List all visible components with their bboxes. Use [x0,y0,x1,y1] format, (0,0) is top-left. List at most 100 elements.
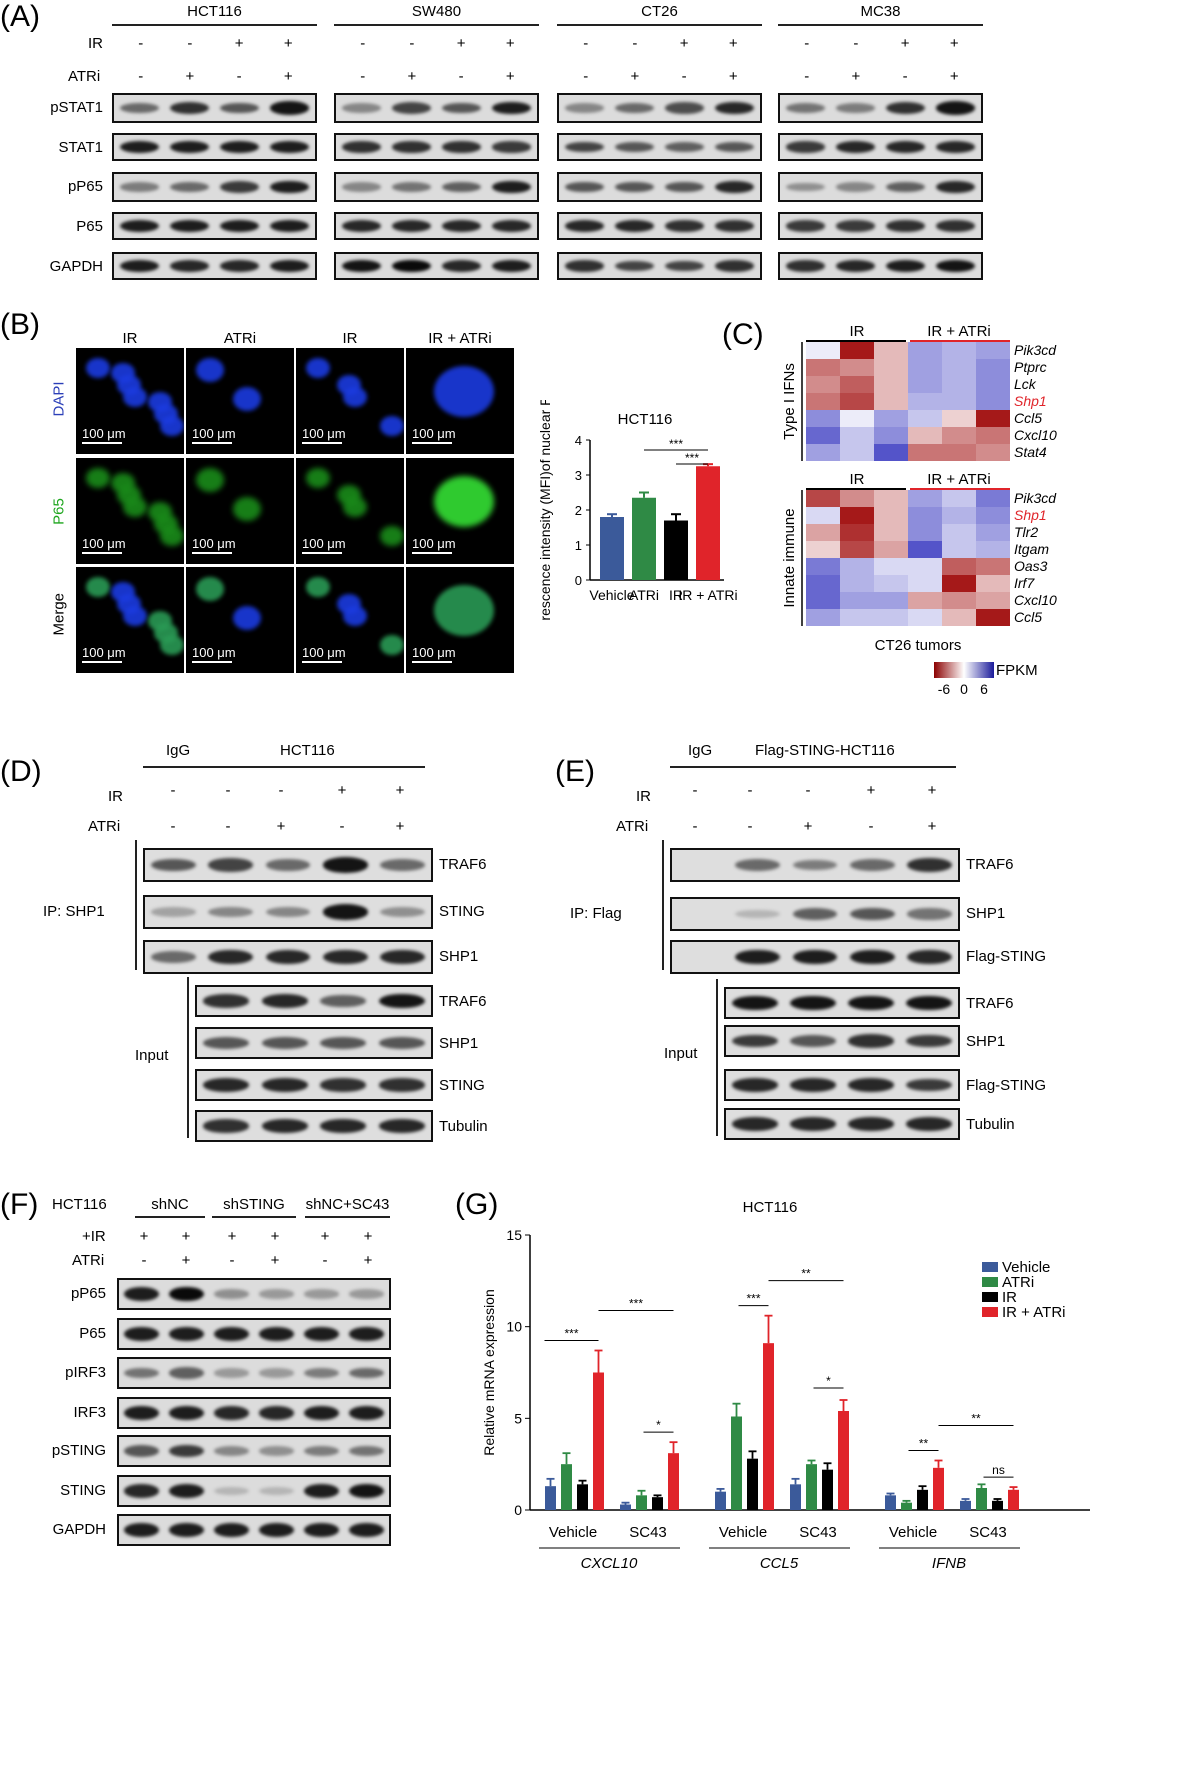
blot-band [123,1367,160,1379]
heatmap-cell [942,541,976,558]
heatmap-cell [908,558,942,575]
blot-band [665,220,705,232]
ir-sign: - [138,35,144,52]
blot-band [123,1445,160,1457]
gene-label-Stat4: Stat4 [1014,444,1047,460]
group-label-shSTING: shSTING [223,1196,285,1213]
heatmap-cell [908,490,942,507]
blot-P65 [778,212,983,240]
scale-label: 100 μm [192,536,236,551]
cell-nucleus [380,526,404,547]
heatmap-cell [976,575,1010,592]
atri-sign: - [339,818,345,835]
ir-sign: - [187,35,193,52]
blot-band [735,859,781,871]
blot-band [265,949,311,965]
blot-band [614,181,654,193]
heatmap-cell [840,592,874,609]
heatmap-cell [976,359,1010,376]
row-label-GAPDH: GAPDH [52,1521,106,1538]
cell-nucleus [434,476,494,527]
heatmap-cell [806,410,840,427]
blot-GAPDH [117,1514,391,1546]
heatmap-cell [840,342,874,359]
bar-IR + ATRi [696,466,720,580]
atri-sign: - [747,818,753,835]
blot-band [123,1287,160,1301]
blot-band [442,220,482,232]
blot-band [203,1078,250,1092]
atri-sign: + [851,68,861,85]
blot-band [151,907,196,917]
blot-band [907,949,952,965]
legend-label: Vehicle [1002,1259,1050,1276]
heatmap-cell [806,376,840,393]
blot-band [169,219,209,233]
input-row-label: SHP1 [966,1033,1006,1050]
cell-nucleus [196,358,224,382]
input-row-label: SHP1 [439,1035,479,1052]
blot-band [168,1327,205,1341]
blot-band [790,1035,836,1047]
row-label-pP65: pP65 [70,1285,106,1302]
micrograph-merge: 100 μm [76,567,184,673]
legend-swatch [982,1307,998,1317]
blot-P65 [334,212,539,240]
gene-label-Ccl5: Ccl5 [1014,410,1042,426]
panel-label-f: (F) [0,1188,39,1221]
atri-sign: + [803,818,813,835]
blot-band [785,260,825,272]
cell-nucleus [196,577,224,601]
blot-band [119,140,159,154]
blot-band [732,1078,778,1092]
bar-ATRi [901,1502,912,1510]
bar-Vehicle [885,1495,896,1510]
atri-sign: + [395,818,405,835]
atri-sign: - [229,1252,235,1269]
blot-pP65 [117,1278,391,1310]
blot-band [203,994,250,1008]
ip-row-label: TRAF6 [966,856,1014,873]
blot-band [265,859,311,871]
ir-sign: - [853,35,859,52]
cell-nucleus [434,585,494,636]
blot-band [790,1117,836,1131]
blot-band [320,1037,367,1049]
scale-label: 100 μm [82,536,126,551]
bar-IR + ATRi [763,1343,774,1510]
blot-ip-TRAF6 [670,848,960,882]
panel-label-a: (A) [0,0,40,33]
blot-input-Tubulin [724,1108,960,1140]
blot-band [848,1034,894,1048]
blot-pSTING [117,1435,391,1467]
blot-band [123,1523,160,1537]
blot-band [614,220,654,232]
bar-Vehicle [600,517,624,580]
cell-nucleus [111,582,135,603]
heatmap-cell [840,410,874,427]
ir-sign: - [278,782,284,799]
heatmap-cell [976,410,1010,427]
ir-sign: - [747,782,753,799]
blot-band [792,907,838,920]
blot-band [303,1484,340,1498]
heatmap-cell [874,393,908,410]
scale-bar [82,661,122,663]
blot-band [936,101,976,115]
image-row-label-P65: P65 [50,498,68,525]
gene-label-Shp1: Shp1 [1014,507,1047,523]
heatmap-cell [908,427,942,444]
sig-label: *** [746,1292,760,1306]
heatmap-cell [942,609,976,626]
blot-band [564,103,604,113]
blot-pP65 [112,172,317,202]
blot-band [715,180,755,194]
cell-nucleus [380,635,404,656]
group-underline [135,1216,205,1218]
bar-IR + ATRi [933,1467,944,1510]
bar-IR [652,1497,663,1510]
blot-pSTAT1 [557,93,762,123]
group-underline [112,24,317,26]
fpkm-colorbar [934,662,994,678]
blot-band [442,102,482,114]
